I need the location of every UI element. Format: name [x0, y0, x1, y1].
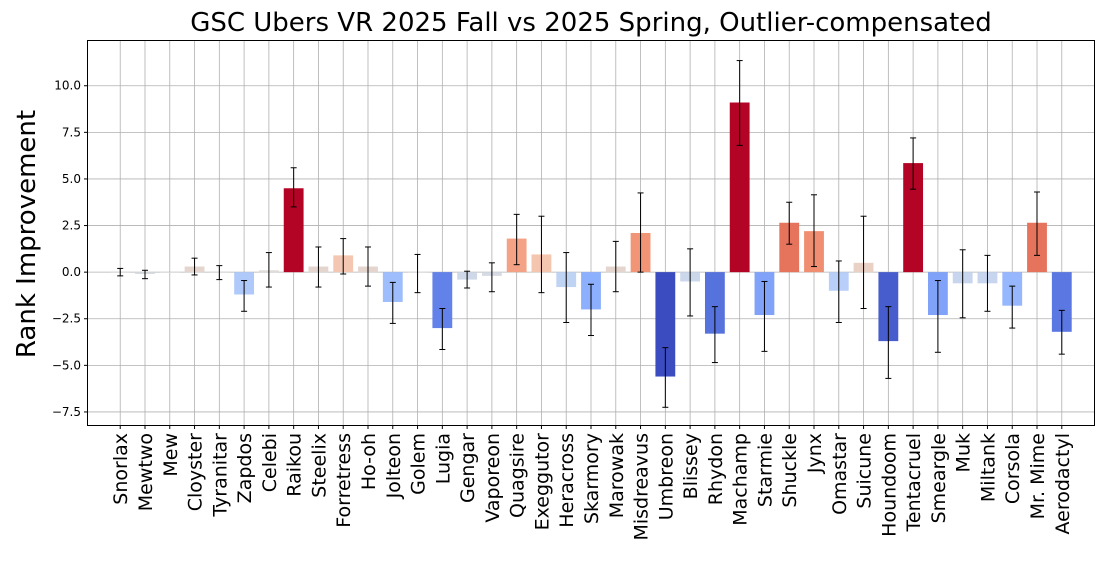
- x-tick-label: Suicune: [854, 433, 876, 509]
- bar-mew: [159, 272, 180, 273]
- x-tick-label: Muk: [953, 433, 975, 472]
- x-tick-label: Omastar: [829, 433, 851, 515]
- x-tick-label: Machamp: [730, 433, 752, 526]
- x-tick-label: Celebi: [259, 433, 281, 492]
- x-tick-label: Mewtwo: [135, 433, 157, 511]
- y-tick-label: 7.5: [62, 125, 81, 139]
- x-tick-label: Corsola: [1002, 433, 1024, 504]
- x-tick-label: Jynx: [804, 433, 826, 474]
- y-tick-label: 0.0: [62, 265, 81, 279]
- x-tick-label: Smeargle: [928, 433, 950, 523]
- y-tick-label: −5.0: [52, 358, 81, 372]
- x-tick-label: Misdreavus: [631, 433, 653, 541]
- x-tick-label: Aerodactyl: [1052, 433, 1074, 535]
- y-tick-label: 10.0: [54, 79, 81, 93]
- x-axis-ticks: Snorlax Mewtwo Mew Cloyster Tyranitar Zapdos C…: [110, 425, 1074, 541]
- bar-rhydon: [704, 272, 725, 334]
- y-axis-label: Rank Improvement: [12, 110, 42, 358]
- x-tick-label: Tentacruel: [903, 433, 925, 532]
- x-tick-label: Umbreon: [655, 433, 677, 520]
- x-tick-label: Skarmory: [581, 433, 603, 524]
- y-tick-label: 5.0: [62, 172, 81, 186]
- x-tick-label: Exeggutor: [531, 433, 553, 531]
- x-tick-label: Mr. Mime: [1027, 433, 1049, 519]
- x-tick-label: Golem: [408, 433, 430, 495]
- bar-aerodactyl: [1051, 272, 1072, 332]
- bar-lugia: [432, 272, 453, 329]
- bar-raikou: [283, 188, 304, 273]
- x-tick-label: Shuckle: [779, 433, 801, 508]
- y-tick-label: 2.5: [62, 219, 81, 233]
- x-tick-label: Zapdos: [234, 433, 256, 503]
- x-tick-label: Houndoom: [878, 433, 900, 537]
- x-tick-label: Starmie: [754, 433, 776, 507]
- x-tick-label: Lugia: [432, 433, 454, 484]
- x-tick-label: Jolteon: [383, 433, 405, 499]
- bar-tentacruel: [903, 163, 924, 273]
- x-tick-label: Raikou: [284, 433, 306, 497]
- x-tick-label: Tyranitar: [209, 433, 231, 518]
- bar-machamp: [729, 102, 750, 273]
- grid-lines: [88, 41, 1094, 425]
- x-tick-label: Snorlax: [110, 433, 132, 505]
- x-tick-label: Heracross: [556, 433, 578, 528]
- bar-shuckle: [779, 222, 800, 273]
- x-tick-label: Cloyster: [185, 433, 207, 511]
- error-bars: [117, 60, 1065, 408]
- x-tick-label: Mew: [160, 433, 182, 477]
- x-tick-label: Quagsire: [507, 433, 529, 518]
- y-tick-label: −7.5: [52, 405, 81, 419]
- x-tick-label: Steelix: [308, 433, 330, 498]
- x-tick-label: Ho-oh: [358, 433, 380, 490]
- y-tick-label: −2.5: [52, 312, 81, 326]
- x-tick-label: Vaporeon: [482, 433, 504, 523]
- x-tick-label: Forretress: [333, 433, 355, 528]
- x-tick-label: Marowak: [606, 433, 628, 518]
- x-tick-label: Gengar: [457, 433, 479, 503]
- x-tick-label: Rhydon: [705, 433, 727, 505]
- x-tick-label: Miltank: [977, 433, 999, 502]
- chart-title: GSC Ubers VR 2025 Fall vs 2025 Spring, O…: [190, 8, 992, 38]
- x-tick-label: Blissey: [680, 433, 702, 499]
- y-axis-ticks: −7.5 −5.0 −2.5 0.0 2.5 5.0 7.5 10.0: [52, 79, 88, 419]
- bar-umbreon: [655, 272, 676, 377]
